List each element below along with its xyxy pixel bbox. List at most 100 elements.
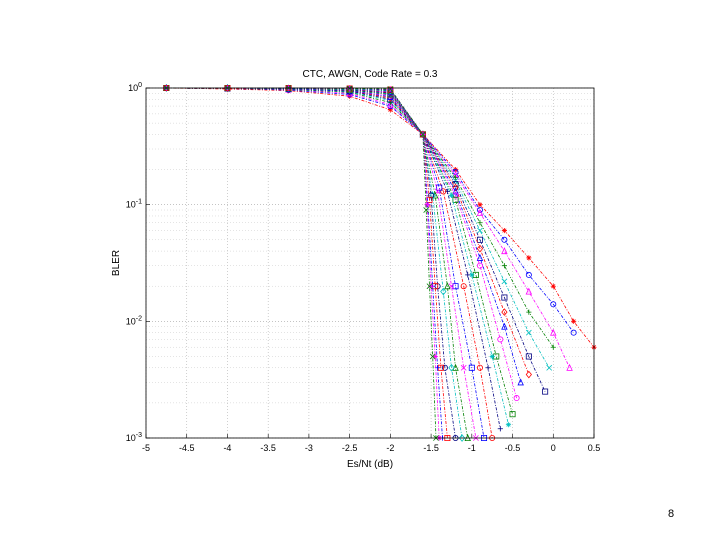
data-point [452, 183, 459, 192]
data-point [550, 283, 556, 289]
data-point [525, 271, 532, 278]
series-line [166, 87, 550, 369]
series-line [166, 87, 501, 429]
series-3 [163, 84, 573, 371]
data-point [525, 353, 532, 360]
series-12 [163, 85, 503, 432]
data-point [448, 363, 455, 372]
series-line [166, 87, 440, 439]
data-point [428, 192, 435, 199]
data-point [426, 283, 433, 290]
data-point [428, 283, 434, 289]
data-point [517, 378, 524, 386]
series-7 [163, 84, 532, 379]
data-point [420, 131, 426, 138]
series-line [166, 87, 522, 383]
data-point [346, 85, 353, 92]
data-point [460, 283, 467, 290]
data-point [501, 236, 508, 243]
series-line [166, 87, 437, 439]
data-point [440, 188, 447, 195]
series-4 [163, 85, 556, 350]
series-22 [163, 85, 439, 441]
data-point [509, 411, 516, 418]
series-line [166, 87, 477, 439]
data-point [570, 329, 577, 336]
axis-ticks: -5 -4.5 -4 -3.5 -3 -2.5 -2 -1.5 -1 -0.5 0 0.5 100 10-… [126, 82, 601, 453]
series-11 [163, 85, 512, 428]
data-point [550, 301, 557, 308]
data-point [460, 364, 467, 371]
data-point [525, 329, 532, 336]
series-21 [163, 85, 442, 441]
data-point [476, 208, 484, 216]
data-point [501, 294, 508, 301]
series-18 [163, 85, 459, 441]
series-line [166, 87, 530, 375]
data-point [566, 363, 573, 371]
series-9 [163, 85, 520, 402]
data-point [542, 388, 549, 395]
x-tick-label: -4 [223, 443, 231, 453]
data-point [489, 353, 495, 360]
series-17 [163, 84, 466, 442]
data-point [501, 263, 507, 269]
series-line [166, 87, 493, 439]
data-point [497, 426, 503, 432]
data-point [465, 272, 471, 278]
data-point [468, 364, 475, 371]
data-point [441, 364, 448, 371]
data-point [285, 84, 292, 93]
data-point [477, 202, 483, 208]
x-tick-label: -1 [468, 443, 476, 453]
data-point [452, 283, 459, 290]
data-point [476, 253, 484, 261]
series-5 [163, 85, 553, 371]
x-tick-label: -2 [386, 443, 394, 453]
data-point [526, 255, 532, 261]
series-line [166, 87, 463, 439]
data-point [424, 202, 430, 208]
data-point [485, 365, 491, 371]
data-point [525, 287, 533, 295]
series-1 [163, 85, 597, 350]
plot-frame [145, 87, 595, 439]
data-point [476, 244, 484, 253]
data-point [550, 328, 557, 336]
series-line [166, 87, 456, 439]
data-point [497, 336, 504, 343]
series-20 [163, 85, 446, 441]
data-point [526, 309, 532, 315]
x-tick-label: 0 [551, 443, 556, 453]
data-point [501, 308, 508, 316]
data-point [501, 322, 508, 330]
x-tick-label: -5 [142, 443, 150, 453]
data-point [505, 422, 512, 428]
data-point [477, 220, 483, 226]
data-point [387, 86, 394, 92]
data-point [432, 353, 438, 360]
series-19 [163, 85, 451, 441]
series-14 [163, 85, 488, 441]
data-point [476, 262, 483, 269]
data-point [452, 175, 459, 181]
y-tick-label: 10-3 [126, 432, 142, 443]
series-line [166, 87, 469, 439]
data-point [387, 100, 394, 108]
chart-title: CTC, AWGN, Code Rate = 0.3 [303, 69, 438, 80]
data-point [501, 278, 508, 285]
x-tick-label: -1.5 [423, 443, 439, 453]
series-line [166, 87, 595, 348]
data-point [224, 84, 231, 92]
series-line [166, 87, 448, 439]
data-point [440, 287, 447, 296]
x-tick-label: -2.5 [342, 443, 358, 453]
series-group [163, 84, 597, 442]
page-number: 8 [668, 508, 675, 520]
x-tick-label: -3.5 [260, 443, 276, 453]
data-point [525, 370, 532, 379]
data-point [546, 364, 553, 371]
series-13 [163, 85, 496, 441]
